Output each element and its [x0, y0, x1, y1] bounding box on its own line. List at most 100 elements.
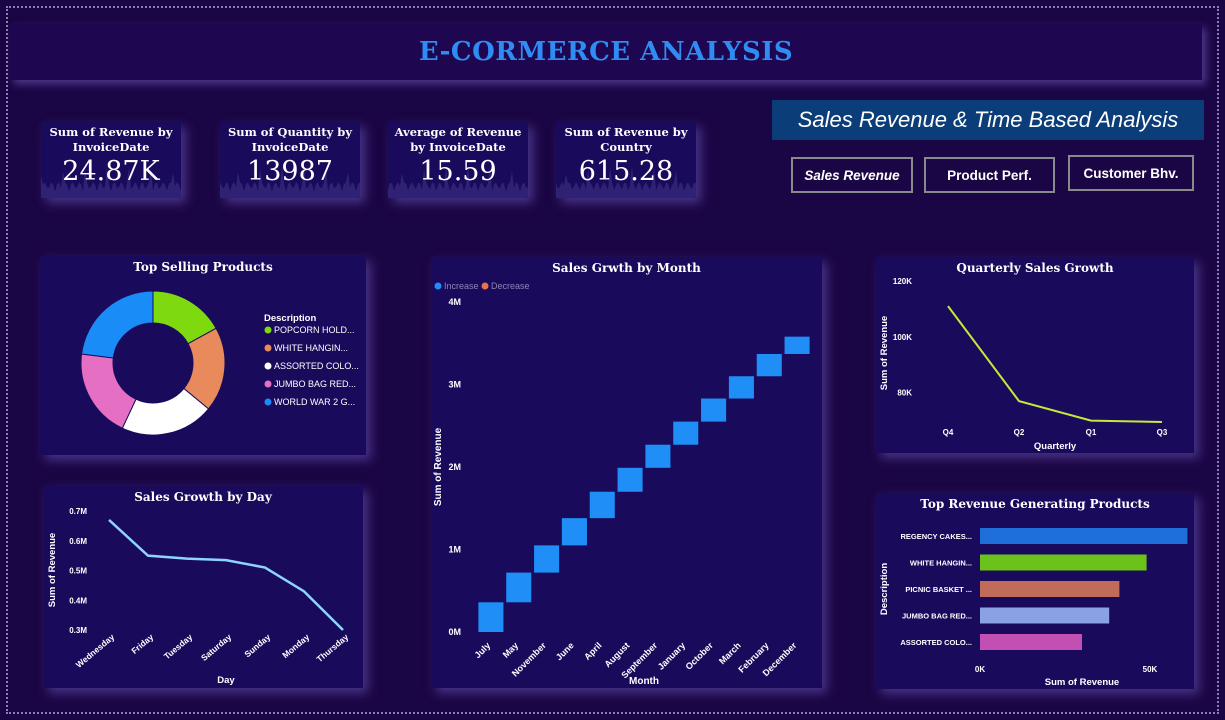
- kpi-card-average[interactable]: Average of Revenue by InvoiceDate 15.59: [388, 122, 528, 198]
- y-tick-label: 0.5M: [69, 567, 87, 576]
- waterfall-bar: [756, 353, 782, 377]
- y-tick-label: JUMBO BAG RED...: [902, 612, 972, 621]
- y-tick-label: 0.6M: [69, 537, 87, 546]
- dashboard-frame: [6, 6, 1219, 714]
- y-tick-label: 2M: [448, 462, 461, 472]
- chart-title: Top Selling Products: [133, 260, 273, 274]
- legend-label: POPCORN HOLD...: [274, 325, 355, 335]
- y-tick-label: REGENCY CAKES...: [900, 532, 972, 541]
- bar: [980, 634, 1082, 650]
- kpi-label: Sum of Revenue by InvoiceDate: [49, 125, 173, 154]
- monthly-growth-card[interactable]: Sales Grwth by Month Increase Decrease 0M 1…: [431, 257, 822, 688]
- top-revenue-card[interactable]: Top Revenue Generating Products REGENCY …: [876, 493, 1194, 689]
- y-tick-label: PICNIC BASKET ...: [905, 585, 972, 594]
- y-tick-label: 0.3M: [69, 626, 87, 635]
- x-tick-label: Thursday: [315, 632, 351, 664]
- y-axis-label: Description: [879, 563, 890, 615]
- waterfall-bar: [673, 421, 699, 445]
- waterfall-bar: [534, 545, 560, 573]
- kpi-value: 15.59: [419, 156, 497, 187]
- legend-dot-decrease: [481, 282, 489, 290]
- y-tick-label: 0.4M: [69, 596, 87, 605]
- kpi-sparkline: [556, 166, 696, 198]
- x-tick-label: Wednesday: [74, 632, 117, 670]
- y-tick-label: 100K: [893, 333, 912, 342]
- x-tick-label: March: [717, 640, 743, 666]
- line-series: [108, 519, 344, 631]
- x-tick-label: July: [473, 640, 493, 660]
- kpi-card-revenue[interactable]: Sum of Revenue by InvoiceDate 24.87K: [41, 122, 181, 198]
- y-tick-label: 0M: [448, 627, 461, 637]
- y-tick-label: 0.7M: [69, 507, 87, 516]
- waterfall-bar: [589, 491, 615, 519]
- waterfall-bar: [784, 336, 810, 354]
- daily-line-chart[interactable]: 0.3M 0.4M 0.5M 0.6M 0.7M Wednesday Friday Tuesd…: [43, 486, 363, 688]
- legend-label: JUMBO BAG RED...: [274, 379, 356, 389]
- nav-sales-revenue-button[interactable]: Sales Revenue: [791, 157, 913, 193]
- legend-dot: [264, 398, 272, 406]
- x-tick-label: January: [656, 640, 687, 671]
- kpi-sparkline: [220, 166, 360, 198]
- x-axis-label: Day: [217, 675, 235, 686]
- quarterly-line-chart[interactable]: 80K 100K 120K Q4 Q2 Q1 Q3 Quarterly Sum of Reven…: [876, 257, 1194, 453]
- nav-product-perf-button[interactable]: Product Perf.: [924, 157, 1055, 193]
- kpi-label: Average of Revenue by InvoiceDate: [394, 125, 522, 154]
- sparkline-area: [41, 166, 181, 198]
- x-axis-label: Month: [629, 676, 659, 687]
- kpi-value: 13987: [247, 156, 333, 187]
- x-tick-label: October: [684, 640, 716, 672]
- chart-title: Sales Grwth by Month: [552, 261, 701, 275]
- x-tick-label: April: [582, 640, 604, 662]
- kpi-sparkline: [388, 166, 528, 198]
- y-tick-label: 1M: [448, 545, 461, 555]
- bar: [980, 581, 1120, 597]
- legend-label: ASSORTED COLO...: [274, 361, 359, 371]
- legend-dot: [264, 326, 272, 334]
- waterfall-bar: [728, 376, 754, 399]
- kpi-sparkline: [41, 166, 181, 198]
- legend-dot: [264, 362, 272, 370]
- waterfall-bar: [561, 518, 587, 546]
- x-tick-label: June: [554, 640, 576, 662]
- section-banner: Sales Revenue & Time Based Analysis: [772, 100, 1204, 140]
- kpi-value: 24.87K: [62, 156, 160, 187]
- header-bar: E-CORMERCE ANALYSIS: [10, 24, 1202, 80]
- legend-label: Decrease: [491, 281, 530, 291]
- donut-slice: [80, 353, 137, 429]
- legend-dot: [264, 344, 272, 352]
- legend-title: Description: [264, 313, 316, 324]
- waterfall-bar: [645, 444, 671, 468]
- kpi-card-country[interactable]: Sum of Revenue by Country 615.28: [556, 122, 696, 198]
- waterfall-bar: [506, 572, 532, 603]
- x-tick-label: 0K: [975, 665, 985, 674]
- y-tick-label: WHITE HANGIN...: [910, 559, 972, 568]
- legend-dot-increase: [434, 282, 442, 290]
- x-tick-label: Saturday: [199, 632, 234, 663]
- x-axis-label: Sum of Revenue: [1045, 677, 1119, 688]
- nav-customer-bhv-button[interactable]: Customer Bhv.: [1068, 155, 1194, 191]
- x-tick-label: Q2: [1014, 428, 1025, 437]
- y-tick-label: 80K: [897, 389, 912, 398]
- page-title: E-CORMERCE ANALYSIS: [418, 37, 794, 67]
- daily-growth-card[interactable]: Sales Growth by Day 0.3M 0.4M 0.5M 0.6M 0.7M…: [43, 486, 363, 688]
- quarterly-growth-card[interactable]: Quarterly Sales Growth 80K 100K 120K Q4 Q2 Q1…: [876, 257, 1194, 453]
- kpi-card-quantity[interactable]: Sum of Quantity by InvoiceDate 13987: [220, 122, 360, 198]
- x-tick-label: Q4: [943, 428, 954, 437]
- x-tick-label: May: [501, 640, 520, 659]
- banner-text: Sales Revenue & Time Based Analysis: [797, 107, 1179, 132]
- kpi-label: Sum of Revenue by Country: [564, 125, 688, 154]
- donut-slice: [81, 290, 154, 359]
- horizontal-bar-chart[interactable]: REGENCY CAKES... WHITE HANGIN... PICNIC BA…: [876, 493, 1194, 689]
- x-tick-label: Sunday: [242, 632, 272, 660]
- legend-label: WORLD WAR 2 G...: [274, 397, 355, 407]
- top-selling-products-card[interactable]: Top Selling Products Description POPCORN …: [40, 256, 366, 455]
- legend-label: WHITE HANGIN...: [274, 343, 348, 353]
- y-axis-label: Sum of Revenue: [879, 316, 890, 390]
- bar: [980, 607, 1110, 624]
- kpi-value: 615.28: [578, 156, 674, 187]
- x-tick-label: Tuesday: [162, 632, 195, 662]
- y-axis-label: Sum of Revenue: [47, 533, 58, 607]
- waterfall-bar: [701, 398, 727, 422]
